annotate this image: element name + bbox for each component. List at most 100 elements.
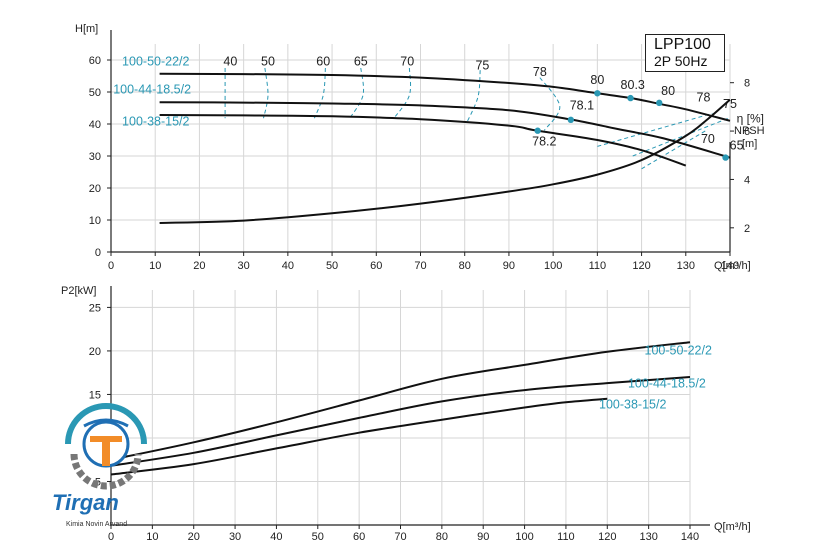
bep-point — [627, 94, 634, 102]
npsh-tick-label: 6 — [744, 126, 750, 138]
x-tick-label: 80 — [459, 260, 471, 272]
x-tick-label: 110 — [589, 260, 607, 272]
series-label: 100-44-18.5/2 — [628, 376, 706, 390]
series-label: 100-44-18.5/2 — [113, 83, 191, 97]
power-curve — [110, 341, 691, 461]
x-tick-label: 0 — [108, 260, 114, 272]
logo-subtitle: Kimia Novin Arvand — [66, 521, 128, 528]
y-tick-label: 50 — [89, 87, 101, 99]
x-tick-label: 80 — [436, 531, 448, 543]
x-tick-label: 30 — [238, 260, 250, 272]
efficiency-contour — [632, 117, 731, 157]
bep-label: 78.2 — [532, 134, 556, 148]
x-tick-label: 130 — [677, 260, 695, 272]
efficiency-contour-label: 78 — [533, 65, 547, 79]
x-tick-label: 0 — [108, 531, 114, 543]
model-name: LPP100 — [654, 36, 711, 53]
bep-label: 80 — [661, 84, 675, 98]
x-tick-label: 140 — [721, 260, 739, 272]
efficiency-contour-label: 65 — [354, 54, 368, 68]
x-tick-label: 10 — [149, 260, 161, 272]
bep-point — [594, 90, 601, 97]
efficiency-contour-label: 75 — [475, 59, 489, 73]
x-tick-label: 120 — [632, 260, 650, 272]
series-label: 100-50-22/2 — [645, 343, 712, 357]
x-tick-label: 60 — [370, 260, 382, 272]
model-info-box: LPP100 2P 50Hz — [645, 34, 725, 72]
bep-label: 65 — [730, 139, 744, 153]
x-tick-label: 110 — [557, 531, 575, 543]
y-tick-label: 30 — [89, 151, 101, 163]
x-tick-label: 140 — [681, 531, 699, 543]
x-tick-label: 50 — [312, 531, 324, 543]
power-curve — [110, 397, 608, 476]
efficiency-axis-label: η [%] — [737, 111, 764, 125]
efficiency-contour-label: 78 — [697, 91, 711, 105]
efficiency-contour-label: 70 — [400, 54, 414, 68]
y-tick-label: 20 — [89, 183, 101, 195]
x-tick-label: 50 — [326, 260, 338, 272]
bep-point — [656, 99, 663, 107]
npsh-curve — [159, 98, 731, 224]
x-tick-label: 40 — [270, 531, 282, 543]
npsh-axis-title: [m] — [742, 138, 757, 150]
x-tick-label: 130 — [639, 531, 657, 543]
bep-label: 80 — [590, 73, 604, 87]
npsh-tick-label: 8 — [744, 78, 750, 90]
npsh-tick-label: 4 — [744, 174, 750, 186]
efficiency-contour-label: 40 — [223, 54, 237, 68]
x-tick-label: 20 — [188, 531, 200, 543]
npsh-axis-title: NPSH — [734, 125, 765, 137]
y-tick-label: 40 — [89, 119, 101, 131]
x-tick-label: 30 — [229, 531, 241, 543]
logo-name: Tirgan — [52, 490, 119, 515]
bep-label: 78.1 — [570, 99, 594, 113]
bep-point — [722, 154, 729, 161]
x-tick-label: 70 — [394, 531, 406, 543]
y-tick-label: 15 — [89, 389, 101, 401]
x-tick-label: 10 — [146, 531, 158, 543]
x-axis-title: Q[m³/h] — [714, 521, 751, 533]
y-axis-title: H[m] — [75, 23, 98, 35]
y-axis-title: P2[kW] — [61, 285, 96, 297]
efficiency-contour-label: 60 — [316, 54, 330, 68]
x-tick-label: 40 — [282, 260, 294, 272]
y-tick-label: 25 — [89, 302, 101, 314]
efficiency-contour — [466, 70, 481, 123]
x-tick-label: 100 — [515, 531, 533, 543]
efficiency-contour-label: 70 — [701, 132, 715, 146]
efficiency-contour — [393, 67, 412, 119]
y-tick-label: 0 — [95, 247, 101, 259]
head-curve — [159, 114, 687, 167]
x-tick-label: 90 — [503, 260, 515, 272]
bep-point — [534, 127, 541, 134]
power-curve — [110, 376, 691, 467]
series-label: 100-38-15/2 — [599, 397, 666, 411]
bep-label: 80.3 — [621, 78, 645, 92]
x-tick-label: 100 — [544, 260, 562, 272]
efficiency-contour — [263, 67, 269, 119]
x-tick-label: 20 — [193, 260, 205, 272]
efficiency-contour — [597, 112, 713, 147]
x-tick-label: 70 — [414, 260, 426, 272]
x-tick-label: 90 — [477, 531, 489, 543]
x-axis-title: Q[m³/h] — [714, 260, 751, 272]
efficiency-contour — [641, 128, 709, 170]
efficiency-contour — [539, 77, 561, 131]
series-label: 100-38-15/2 — [122, 115, 189, 129]
efficiency-contour-label: 75 — [723, 97, 737, 111]
y-tick-label: 60 — [89, 55, 101, 67]
head-curve — [159, 72, 731, 122]
x-tick-label: 60 — [353, 531, 365, 543]
y-tick-label: 20 — [89, 346, 101, 358]
x-tick-label: 120 — [598, 531, 616, 543]
model-spec: 2P 50Hz — [654, 53, 708, 69]
tirgan-logo-icon — [65, 403, 147, 490]
y-tick-label: 10 — [89, 215, 101, 227]
npsh-tick-label: 2 — [744, 223, 750, 235]
efficiency-contour-label: 50 — [261, 54, 275, 68]
head-curve — [159, 101, 731, 159]
bep-point — [567, 116, 575, 124]
series-label: 100-50-22/2 — [122, 54, 189, 68]
